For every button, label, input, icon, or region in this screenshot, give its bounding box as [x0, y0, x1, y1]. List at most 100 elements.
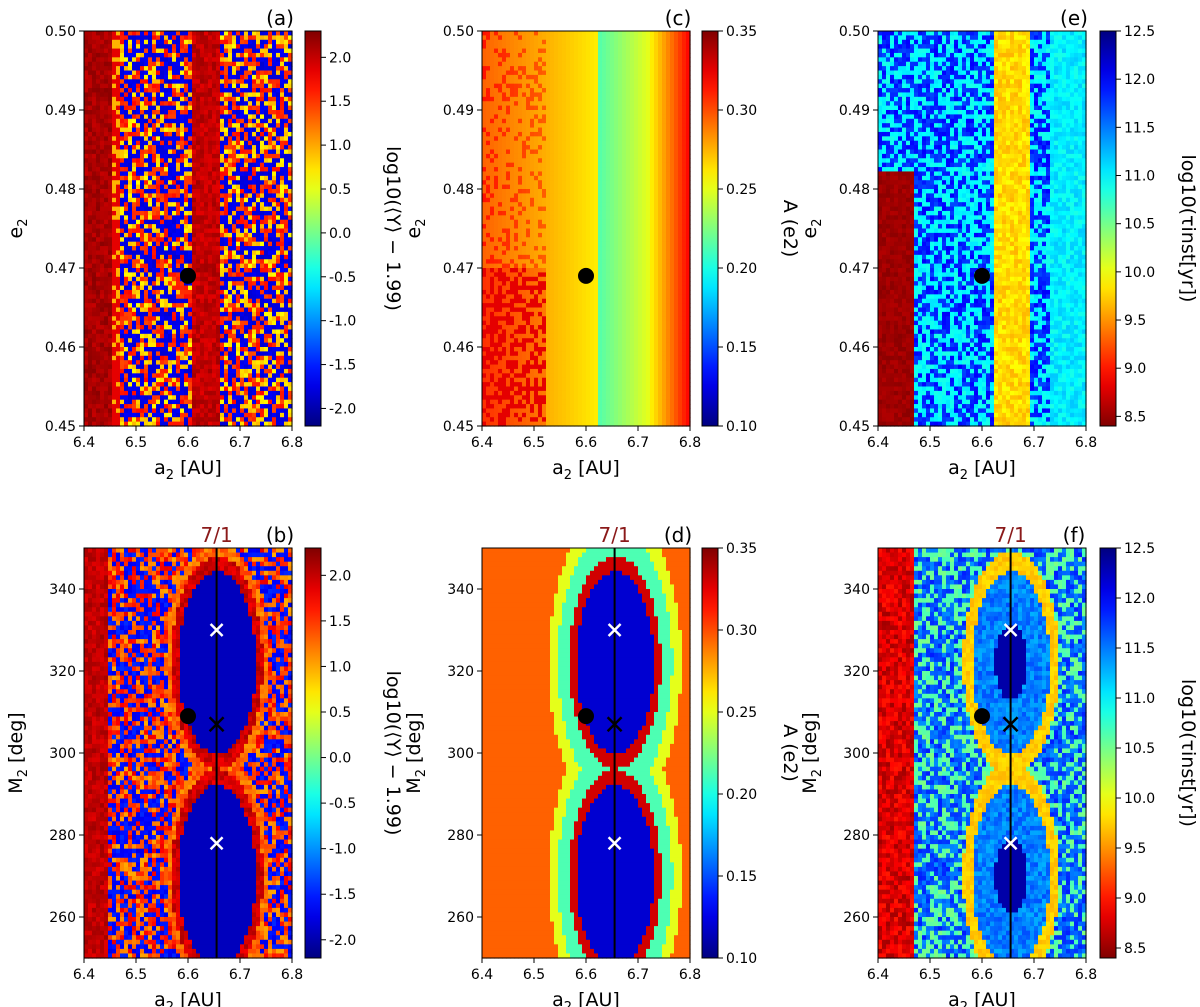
colorbar-tick-label: 0.0: [329, 751, 351, 767]
nominal-point: [974, 267, 990, 284]
colorbar-tick-label: 12.5: [1124, 541, 1155, 557]
colorbar-label: log10(⟨Y⟩ − 1.99): [382, 146, 404, 311]
y-tick-label: 300: [447, 746, 474, 762]
y-tick-label: 0.48: [443, 182, 474, 198]
y-tick-label: 320: [843, 664, 870, 680]
saddle-marker: [1002, 716, 1019, 733]
y-tick-label: 0.49: [839, 103, 870, 119]
island-center-marker: [209, 836, 224, 851]
resonance-label: 7/1: [599, 523, 631, 547]
colorbar: [701, 547, 719, 959]
colorbar-tick-label: -2.0: [329, 933, 356, 949]
x-tick-label: 6.8: [1075, 967, 1097, 983]
colorbar-tick-label: 0.15: [726, 869, 757, 885]
resonance-label: 7/1: [995, 523, 1027, 547]
x-tick-label: 6.4: [73, 435, 95, 451]
y-tick-label: 0.47: [443, 261, 474, 277]
colorbar-tick-label: 9.0: [1124, 361, 1146, 377]
colorbar-label: log10(τinst[yr]): [1177, 155, 1199, 303]
colorbar-tick-label: 1.5: [329, 94, 351, 110]
x-tick-label: 6.8: [1075, 435, 1097, 451]
heatmap: [482, 31, 691, 427]
colorbar-tick-label: 1.0: [329, 138, 351, 154]
colorbar-tick-label: 0.35: [726, 24, 757, 40]
colorbar-tick-label: 0.10: [726, 419, 757, 435]
colorbar-tick-label: 11.5: [1124, 120, 1155, 136]
panel-letter: (a): [266, 6, 294, 30]
nominal-point: [180, 267, 196, 284]
y-tick-label: 0.46: [45, 340, 76, 356]
x-axis-label: a2 [AU]: [154, 457, 222, 483]
y-tick-label: 0.49: [45, 103, 76, 119]
y-axis-label: M2 [deg]: [5, 712, 31, 793]
colorbar-tick-label: 10.0: [1124, 265, 1155, 281]
y-axis-label: e2: [5, 219, 31, 239]
y-tick-label: 260: [49, 910, 76, 926]
y-tick-label: 280: [49, 828, 76, 844]
colorbar: [304, 547, 322, 959]
colorbar-tick-label: 9.5: [1124, 313, 1146, 329]
x-tick-label: 6.7: [229, 435, 251, 451]
panel-e: 6.4 6.5 6.6 6.7 6.8 0.45 0.46 0.47 0.48 0.49 0.50 a…: [799, 6, 1199, 483]
colorbar-tick-label: 0.20: [726, 261, 757, 277]
panel-letter: (c): [665, 6, 692, 30]
colorbar-tick-label: 12.5: [1124, 24, 1155, 40]
colorbar-tick-label: 0.25: [726, 705, 757, 721]
nominal-point: [974, 708, 990, 725]
x-axis-label: a2 [AU]: [154, 989, 222, 1007]
colorbar-tick-label: 0.30: [726, 103, 757, 119]
x-axis-label: a2 [AU]: [552, 989, 620, 1007]
x-tick-label: 6.4: [471, 435, 493, 451]
island-center-marker: [607, 623, 622, 637]
x-tick-label: 6.5: [523, 967, 545, 983]
x-tick-label: 6.6: [575, 967, 597, 983]
colorbar-label: log10(⟨Y⟩ − 1.99): [382, 671, 404, 836]
colorbar-tick-label: 1.5: [329, 614, 351, 630]
panel-b: 6.4 6.5 6.6 6.7 6.8 260 280 300 320 340 a2 [AU] M2 …: [5, 523, 404, 1007]
island-center-marker: [1003, 623, 1018, 637]
colorbar-tick-label: -0.5: [329, 796, 356, 812]
colorbar-tick-label: 9.0: [1124, 891, 1146, 907]
y-tick-label: 0.45: [839, 419, 870, 435]
colorbar: [1099, 547, 1117, 959]
panel-f: 6.4 6.5 6.6 6.7 6.8 260 280 300 320 340 a2 [AU] M2 …: [799, 523, 1199, 1007]
colorbar-tick-label: 0.15: [726, 340, 757, 356]
panel-letter: (e): [1060, 6, 1088, 30]
x-tick-label: 6.8: [281, 967, 303, 983]
y-tick-label: 260: [447, 910, 474, 926]
panel-a: 6.4 6.5 6.6 6.7 6.8 0.45 0.46 0.47 0.48 0.49 0.50 a…: [5, 6, 404, 483]
colorbar-tick-label: 0.30: [726, 623, 757, 639]
y-tick-label: 280: [843, 828, 870, 844]
heatmap: [878, 31, 1087, 427]
panel-letter: (d): [664, 523, 692, 547]
nominal-point: [180, 708, 196, 725]
x-tick-label: 6.6: [971, 967, 993, 983]
colorbar-tick-label: 9.5: [1124, 841, 1146, 857]
y-tick-label: 0.50: [443, 24, 474, 40]
colorbar-tick-label: -1.5: [329, 887, 356, 903]
y-tick-label: 0.48: [45, 182, 76, 198]
x-tick-label: 6.6: [971, 435, 993, 451]
x-tick-label: 6.5: [919, 967, 941, 983]
colorbar-tick-label: 12.0: [1124, 72, 1155, 88]
colorbar: [701, 30, 719, 427]
x-tick-label: 6.6: [575, 435, 597, 451]
x-tick-label: 6.8: [679, 435, 701, 451]
island-center-marker: [1003, 836, 1018, 851]
colorbar-tick-label: 0.10: [726, 951, 757, 967]
island-center-marker: [607, 836, 622, 851]
x-axis-label: a2 [AU]: [948, 989, 1016, 1007]
colorbar-tick-label: 8.5: [1124, 409, 1146, 425]
y-tick-label: 0.50: [45, 24, 76, 40]
colorbar-tick-label: 8.5: [1124, 941, 1146, 957]
resonance-label: 7/1: [201, 523, 233, 547]
y-tick-label: 0.50: [839, 24, 870, 40]
x-tick-label: 6.4: [867, 967, 889, 983]
y-tick-label: 340: [447, 582, 474, 598]
saddle-marker: [606, 716, 623, 733]
y-tick-label: 0.47: [45, 261, 76, 277]
colorbar-tick-label: 0.5: [329, 705, 351, 721]
colorbar: [304, 30, 322, 427]
colorbar-tick-label: 10.0: [1124, 791, 1155, 807]
